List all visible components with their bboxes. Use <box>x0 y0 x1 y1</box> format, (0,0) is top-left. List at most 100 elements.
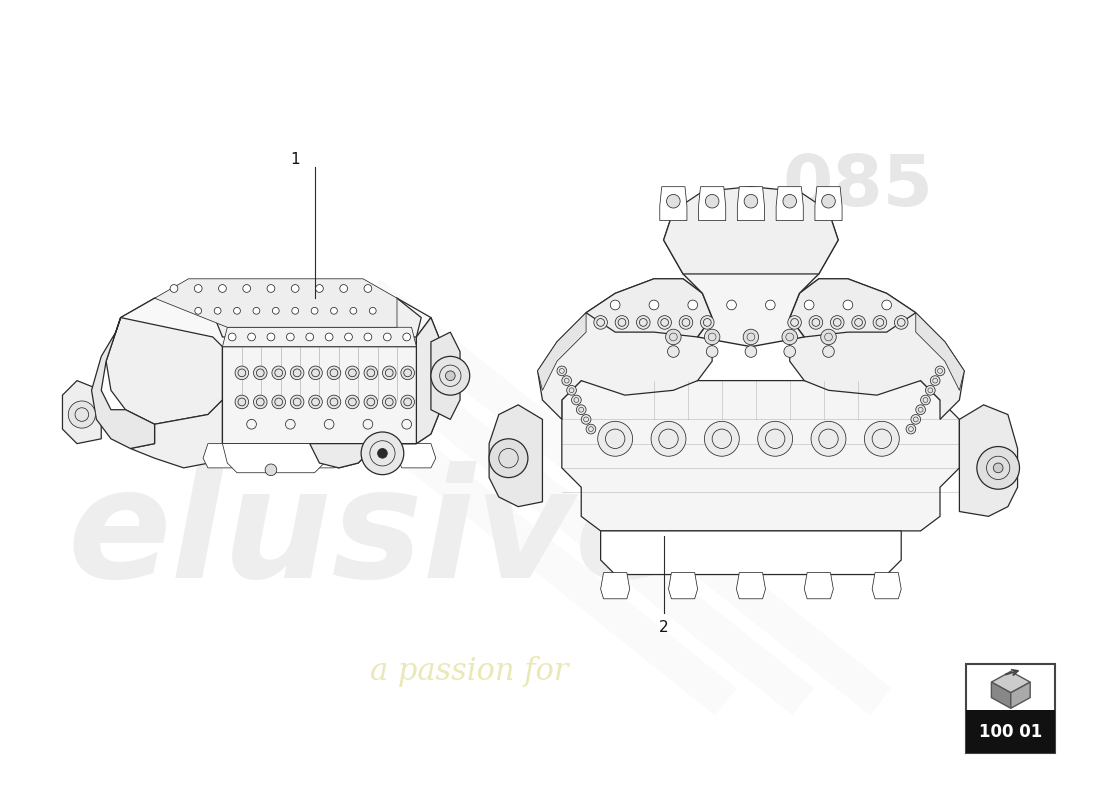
Circle shape <box>823 346 834 358</box>
Circle shape <box>804 300 814 310</box>
Polygon shape <box>300 444 339 468</box>
Circle shape <box>344 333 352 341</box>
Text: 2: 2 <box>659 620 669 635</box>
Circle shape <box>316 285 323 292</box>
Text: 085: 085 <box>782 152 933 221</box>
Circle shape <box>766 300 775 310</box>
Polygon shape <box>872 573 901 598</box>
Circle shape <box>229 333 236 341</box>
Circle shape <box>400 366 415 380</box>
Circle shape <box>706 346 718 358</box>
Polygon shape <box>121 298 431 346</box>
Text: a passion for: a passion for <box>371 656 569 687</box>
Circle shape <box>704 422 739 456</box>
Polygon shape <box>397 444 436 468</box>
Circle shape <box>340 285 348 292</box>
Circle shape <box>311 307 318 314</box>
Circle shape <box>916 405 925 414</box>
Circle shape <box>383 366 396 380</box>
Circle shape <box>977 446 1020 490</box>
Circle shape <box>253 395 267 409</box>
Circle shape <box>370 307 376 314</box>
Polygon shape <box>601 573 629 598</box>
Circle shape <box>783 194 796 208</box>
Circle shape <box>658 316 671 330</box>
Circle shape <box>267 333 275 341</box>
Circle shape <box>306 333 313 341</box>
Circle shape <box>327 366 341 380</box>
Polygon shape <box>663 186 838 274</box>
Circle shape <box>931 376 940 386</box>
Polygon shape <box>698 186 726 221</box>
Circle shape <box>490 438 528 478</box>
Circle shape <box>350 307 356 314</box>
Polygon shape <box>63 381 101 444</box>
Circle shape <box>377 449 387 458</box>
Circle shape <box>290 395 304 409</box>
Polygon shape <box>222 444 324 473</box>
Circle shape <box>851 316 866 330</box>
Polygon shape <box>431 332 460 419</box>
Circle shape <box>865 422 900 456</box>
Circle shape <box>219 285 227 292</box>
Circle shape <box>705 194 719 208</box>
Circle shape <box>233 307 241 314</box>
Circle shape <box>668 346 679 358</box>
Circle shape <box>810 316 823 330</box>
Circle shape <box>788 316 801 330</box>
Circle shape <box>576 405 586 414</box>
Circle shape <box>290 366 304 380</box>
Circle shape <box>235 366 249 380</box>
Circle shape <box>272 395 286 409</box>
Circle shape <box>566 386 576 395</box>
Circle shape <box>688 300 697 310</box>
Circle shape <box>400 395 415 409</box>
Circle shape <box>286 333 294 341</box>
Circle shape <box>446 371 455 381</box>
Polygon shape <box>669 573 697 598</box>
Polygon shape <box>991 682 1011 708</box>
Circle shape <box>361 432 404 474</box>
Circle shape <box>331 307 338 314</box>
Circle shape <box>248 333 255 341</box>
Circle shape <box>906 424 916 434</box>
Polygon shape <box>155 278 397 327</box>
Circle shape <box>253 307 260 314</box>
Polygon shape <box>538 313 586 390</box>
Circle shape <box>345 366 360 380</box>
Circle shape <box>882 300 891 310</box>
Polygon shape <box>562 381 959 531</box>
Polygon shape <box>601 531 901 574</box>
Polygon shape <box>663 191 838 346</box>
Polygon shape <box>310 318 441 468</box>
Bar <box>966 664 1055 753</box>
Polygon shape <box>736 573 766 598</box>
Circle shape <box>267 285 275 292</box>
Polygon shape <box>777 186 803 221</box>
Circle shape <box>364 395 377 409</box>
Polygon shape <box>790 278 965 419</box>
Circle shape <box>935 366 945 376</box>
Circle shape <box>667 194 680 208</box>
Circle shape <box>873 316 887 330</box>
Circle shape <box>666 330 681 345</box>
Circle shape <box>364 333 372 341</box>
Circle shape <box>292 285 299 292</box>
Circle shape <box>651 422 686 456</box>
Circle shape <box>327 395 341 409</box>
Text: 1: 1 <box>290 152 300 167</box>
Circle shape <box>679 316 693 330</box>
Circle shape <box>784 346 795 358</box>
Polygon shape <box>490 405 542 506</box>
Circle shape <box>214 307 221 314</box>
Polygon shape <box>1011 682 1031 708</box>
Circle shape <box>383 395 396 409</box>
Circle shape <box>758 422 793 456</box>
Polygon shape <box>815 186 843 221</box>
Circle shape <box>309 395 322 409</box>
Polygon shape <box>737 186 764 221</box>
Circle shape <box>701 316 714 330</box>
Circle shape <box>811 422 846 456</box>
Polygon shape <box>222 327 417 346</box>
Circle shape <box>364 285 372 292</box>
